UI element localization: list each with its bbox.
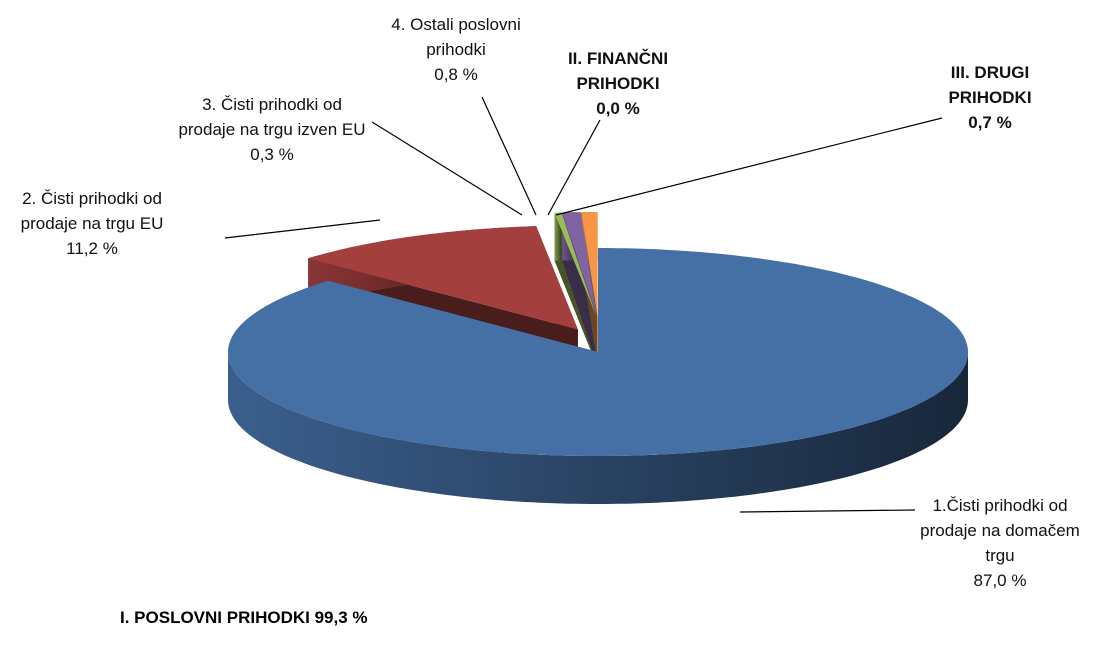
label-name: 2. Čisti prihodki od prodaje na trgu EU [20, 189, 164, 233]
slice-label: 1.Čisti prihodki od prodaje na domačem t… [913, 493, 1088, 593]
label-value: 11,2 % [66, 239, 118, 258]
slice [308, 226, 578, 330]
slice [228, 248, 968, 456]
leader-line [547, 119, 601, 216]
leader-line [371, 121, 523, 216]
label-name: III. DRUGI PRIHODKI [948, 63, 1032, 107]
slice [562, 212, 597, 317]
label-name: II. FINANČNI PRIHODKI [567, 49, 669, 93]
label-name: 4. Ostali poslovni prihodki [391, 15, 521, 59]
leader-line [555, 117, 943, 216]
label-value: 0,3 % [250, 145, 294, 164]
leader-line [481, 96, 537, 216]
slice [554, 212, 597, 317]
slice-label: 4. Ostali poslovni prihodki 0,8 % [376, 12, 536, 87]
label-name: 3. Čisti prihodki od prodaje na trgu izv… [178, 95, 366, 139]
label-value: 0,0 % [596, 99, 640, 118]
label-value: 87,0 % [973, 571, 1027, 590]
slice-label: II. FINANČNI PRIHODKI 0,0 % [553, 46, 683, 121]
slice-label: III. DRUGI PRIHODKI 0,7 % [920, 60, 1060, 135]
label-value: 0,7 % [968, 113, 1012, 132]
leader-line [224, 219, 381, 239]
label-value: 0,8 % [434, 65, 478, 84]
label-name: 1.Čisti prihodki od prodaje na domačem t… [920, 496, 1080, 565]
leader-line [739, 509, 916, 513]
slice-side [228, 352, 968, 504]
slice-label: 3. Čisti prihodki od prodaje na trgu izv… [172, 92, 372, 167]
slice-label: 2. Čisti prihodki od prodaje na trgu EU 1… [0, 186, 185, 261]
annotation: I. POSLOVNI PRIHODKI 99,3 % [120, 608, 368, 627]
slice [581, 212, 598, 316]
